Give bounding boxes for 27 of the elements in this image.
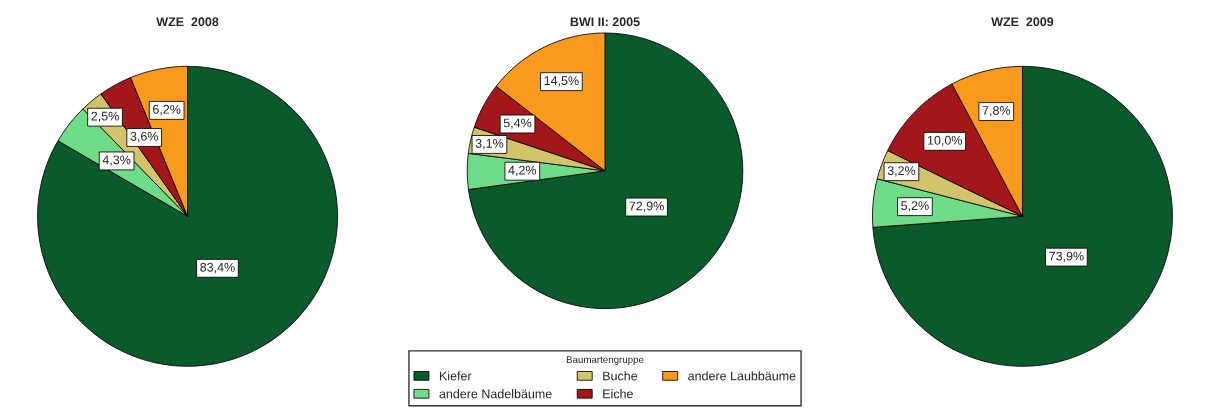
legend-label: Kiefer [439, 371, 472, 381]
data-label: 3,2% [887, 166, 916, 177]
legend-label: Eiche [603, 389, 633, 399]
data-label: 10,0% [927, 135, 963, 147]
pie-slice [872, 65, 1173, 367]
legend-label: andere Laubbäume [688, 371, 796, 381]
data-label: 3,6% [130, 131, 158, 143]
data-label: 2,5% [91, 111, 119, 123]
data-label: 4,2% [508, 165, 537, 177]
data-label: 7,8% [982, 106, 1011, 117]
legend-title: Baumartengruppe [566, 356, 644, 365]
legend-label: andere Nadelbäume [439, 389, 552, 399]
pie-slice [37, 65, 338, 367]
data-label: 5,2% [901, 201, 929, 212]
data-label: 4,3% [102, 155, 131, 166]
data-label: 73,9% [1049, 251, 1084, 262]
data-label: 5,4% [503, 118, 532, 129]
legend-label: Buche [603, 371, 638, 381]
chart-title: WZE 2009 [991, 17, 1054, 27]
pie-slice [468, 32, 744, 310]
chart-title: WZE 2008 [156, 17, 219, 27]
data-label: 14,5% [544, 76, 579, 87]
data-label: 3,1% [475, 138, 504, 150]
data-label: 6,2% [153, 104, 181, 116]
data-label: 83,4% [200, 262, 235, 274]
chart-title: BWI II: 2005 [570, 17, 640, 27]
data-label: 72,9% [629, 201, 664, 212]
